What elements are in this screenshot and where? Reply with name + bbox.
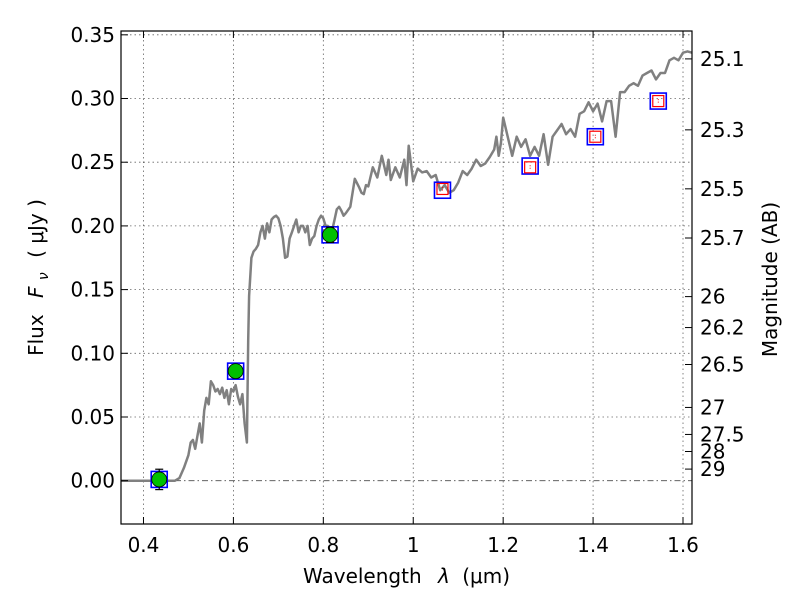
model-photometry-square [586, 127, 605, 146]
model-photometry-square [433, 181, 452, 200]
y2-axis-label: Magnitude (AB) [758, 202, 782, 357]
y-tick-label: 0.15 [70, 278, 115, 302]
y-tick-label: 0.05 [70, 405, 115, 429]
model-photometry-square [226, 362, 245, 380]
magnitude-tick-label: 25.5 [700, 177, 745, 201]
x-axis-label-prefix: Wavelength [303, 564, 422, 588]
upper-limit-square [652, 94, 665, 108]
observed-point [227, 363, 244, 380]
sed-curve-line [121, 50, 693, 482]
y-axis-label-var: F [24, 286, 48, 298]
model-photometry-square [521, 157, 539, 175]
x-tick-label: 1.4 [577, 533, 609, 557]
upper-limit-square [589, 130, 602, 143]
magnitude-tick-label: 27.5 [700, 422, 745, 446]
upper-limit-square [436, 182, 449, 196]
grid-lines [121, 31, 692, 524]
y-tick-label: 0.30 [70, 87, 115, 111]
y-axis-label: Flux F ν ( μJy ) [24, 199, 53, 356]
x-tick-label: 1 [407, 533, 420, 557]
y-axis-label-var-sub: ν [36, 272, 52, 280]
x-tick-label: 1.2 [487, 533, 519, 557]
y-tick-label: 0.25 [70, 150, 115, 174]
axis-ticks: 0.4 0.6 0.8 1 1.2 1.4 1.6 0.00 0.05 0.10 0.15 0.20 0… [70, 23, 744, 557]
y-tick-label: 0.10 [70, 341, 115, 365]
magnitude-tick-label: 25.1 [700, 47, 745, 71]
y-tick-label: 0.20 [70, 214, 115, 238]
model-photometry-square [649, 92, 668, 110]
y-axis-label-prefix: Flux [24, 314, 48, 356]
x-axis-label: Wavelength λ (μm) [303, 564, 510, 588]
magnitude-tick-label: 26.2 [700, 316, 745, 340]
magnitude-tick-label: 28 [700, 440, 725, 464]
sed-curve-layer [121, 50, 693, 482]
magnitude-tick-label: 26 [700, 285, 725, 309]
y-tick-label: 0.35 [70, 23, 115, 47]
x-axis-label-unit: (μm) [462, 564, 510, 588]
x-tick-label: 1.6 [667, 533, 699, 557]
x-tick-label: 0.4 [128, 533, 160, 557]
y-tick-label: 0.00 [70, 469, 115, 493]
observed-point [322, 226, 338, 243]
magnitude-tick-label: 25.3 [700, 118, 745, 142]
x-axis-label-var: λ [437, 564, 450, 588]
magnitude-tick-label: 29 [700, 457, 725, 481]
x-tick-label: 0.6 [217, 533, 249, 557]
magnitude-tick-label: 25.7 [700, 226, 745, 250]
observed-point [151, 471, 168, 488]
upper-limit-square [524, 161, 537, 174]
magnitude-tick-label: 27 [700, 395, 725, 419]
photometry-markers [150, 92, 668, 491]
plot-frame [120, 30, 693, 525]
y-axis-label-unit: ( μJy ) [24, 199, 48, 258]
magnitude-tick-label: 26.5 [700, 353, 745, 377]
x-tick-label: 0.8 [307, 533, 339, 557]
